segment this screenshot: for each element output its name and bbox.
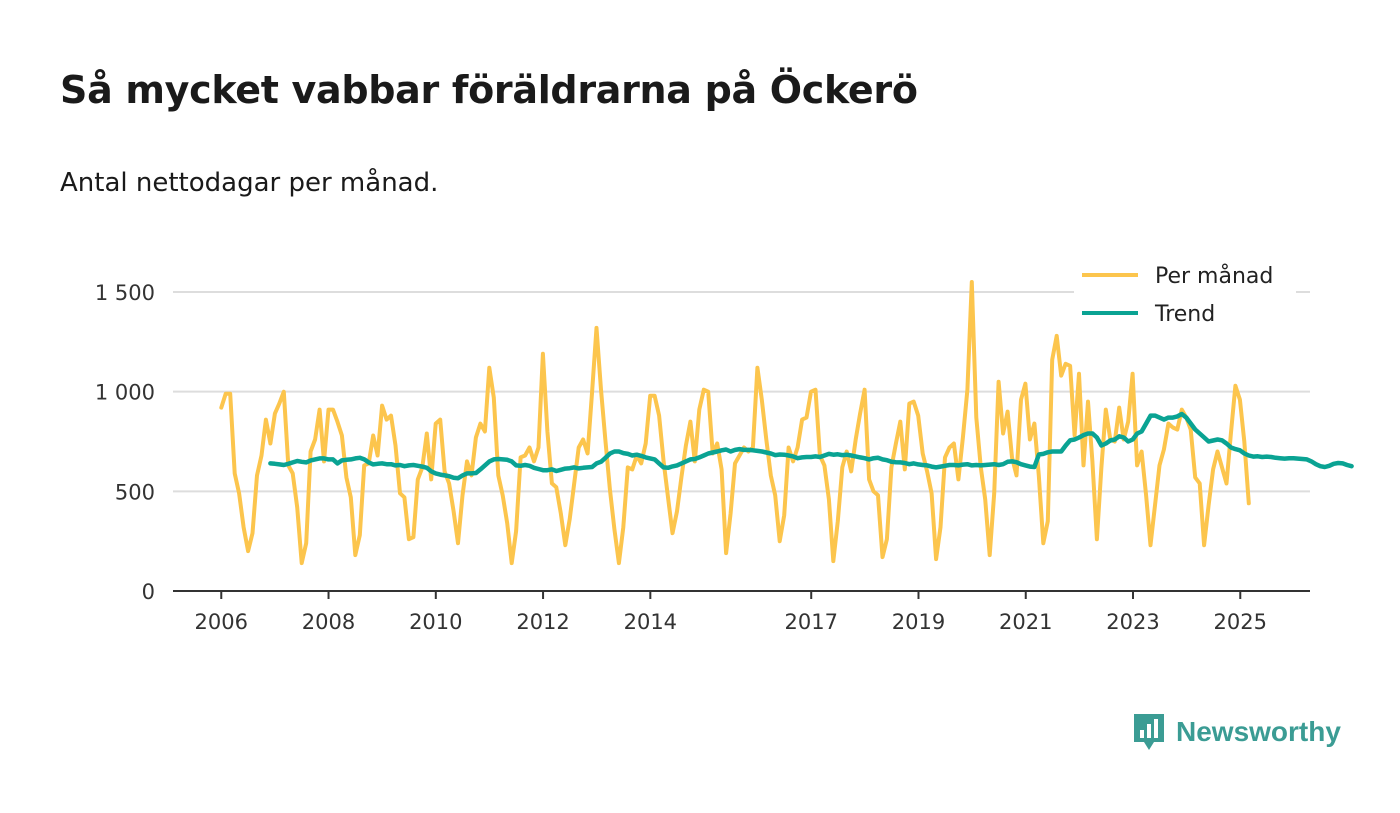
chart-subtitle: Antal nettodagar per månad.: [60, 168, 439, 198]
x-tick-label: 2025: [1214, 610, 1267, 634]
brand-name: Newsworthy: [1176, 716, 1341, 747]
series-line-per-manad: [219, 280, 1251, 566]
x-tick-label: 2006: [195, 610, 248, 634]
newsworthy-brand[interactable]: Newsworthy: [1132, 712, 1341, 752]
y-tick-label: 0: [142, 580, 155, 604]
legend-label-trend: Trend: [1154, 302, 1215, 327]
chart-title: Så mycket vabbar föräldrarna på Öckerö: [60, 68, 918, 112]
x-tick-label: 2010: [409, 610, 462, 634]
x-axis-ticks: 2006 2008 2010 2012 2014 2017 2019 2021 2023 2025: [195, 591, 1267, 634]
legend-background: [1074, 254, 1296, 336]
x-tick-label: 2017: [784, 610, 837, 634]
series-lines: [219, 280, 1354, 566]
x-tick-label: 2021: [999, 610, 1052, 634]
series-line-trend: [268, 411, 1354, 481]
legend: Per månad Trend: [1074, 254, 1296, 336]
newsworthy-logo-icon: [1134, 714, 1164, 750]
y-tick-label: 1 500: [95, 281, 155, 305]
x-tick-label: 2008: [302, 610, 355, 634]
y-axis-ticks: 0 500 1 000 1 500: [95, 281, 155, 604]
legend-label-monthly: Per månad: [1155, 263, 1273, 289]
x-tick-label: 2023: [1106, 610, 1159, 634]
y-tick-label: 1 000: [95, 381, 155, 405]
x-tick-label: 2012: [516, 610, 569, 634]
x-tick-label: 2019: [892, 610, 945, 634]
y-tick-label: 500: [115, 480, 155, 504]
x-tick-label: 2014: [624, 610, 677, 634]
